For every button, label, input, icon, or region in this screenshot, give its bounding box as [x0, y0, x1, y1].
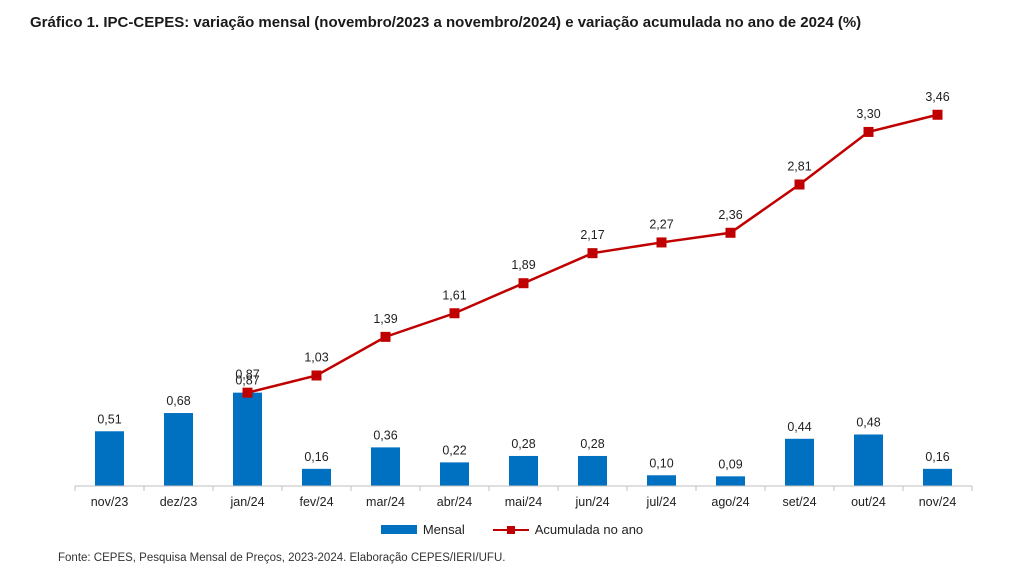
x-tick-label-nov-23: nov/23: [91, 495, 129, 509]
legend-item-mensal: Mensal: [380, 522, 465, 537]
x-tick-label-jan-24: jan/24: [229, 495, 264, 509]
bar-jul-24: [647, 475, 676, 486]
line-marker-jan-24: [242, 387, 253, 398]
bar-label-dez-23: 0,68: [166, 394, 190, 408]
x-tick-label-nov-24: nov/24: [919, 495, 957, 509]
line-label-set-24: 2,81: [787, 160, 811, 174]
line-label-mar-24: 1,39: [373, 312, 397, 326]
bar-out-24: [854, 434, 883, 486]
line-label-jun-24: 2,17: [580, 228, 604, 242]
line-marker-jul-24: [656, 237, 667, 248]
bar-label-nov-24: 0,16: [925, 450, 949, 464]
bar-dez-23: [164, 413, 193, 486]
bar-jun-24: [578, 455, 607, 486]
bar-ago-24: [716, 476, 745, 486]
chart-title: Gráfico 1. IPC-CEPES: variação mensal (n…: [30, 14, 862, 31]
bar-label-set-24: 0,44: [787, 420, 811, 434]
x-tick-label-jul-24: jul/24: [646, 495, 677, 509]
bar-abr-24: [440, 462, 469, 486]
line-marker-out-24: [863, 126, 874, 137]
x-tick-label-jun-24: jun/24: [574, 495, 609, 509]
line-label-nov-24: 3,46: [925, 90, 949, 104]
bar-label-jun-24: 0,28: [580, 437, 604, 451]
line-marker-nov-24: [932, 109, 943, 120]
line-marker-mar-24: [380, 331, 391, 342]
x-tick-label-fev-24: fev/24: [299, 495, 333, 509]
bar-label-mar-24: 0,36: [373, 428, 397, 442]
line-label-jan-24: 0,87: [235, 368, 259, 382]
legend-swatch-bar: [380, 525, 417, 534]
bar-label-jan-24: 0,87: [235, 374, 259, 388]
line-label-fev-24: 1,03: [304, 350, 328, 364]
bar-mar-24: [371, 447, 400, 486]
line-marker-mai-24: [518, 278, 529, 289]
bar-nov-23: [95, 431, 124, 486]
line-label-mai-24: 1,89: [511, 258, 535, 272]
line-label-out-24: 3,30: [856, 107, 880, 121]
line-label-ago-24: 2,36: [718, 208, 742, 222]
bar-label-mai-24: 0,28: [511, 437, 535, 451]
line-marker-set-24: [794, 179, 805, 190]
x-tick-label-abr-24: abr/24: [437, 495, 472, 509]
line-marker-abr-24: [449, 308, 460, 319]
bar-nov-24: [923, 468, 952, 486]
bar-label-abr-24: 0,22: [442, 443, 466, 457]
chart-canvas: nov/23 dez/23 jan/24 fev/24 mar/24 abr/24 mai/…: [74, 90, 973, 509]
bar-label-nov-23: 0,51: [97, 412, 121, 426]
line-marker-jun-24: [587, 248, 598, 259]
bar-label-fev-24: 0,16: [304, 450, 328, 464]
legend-swatch-line: [492, 524, 529, 536]
legend: Mensal Acumulada no ano: [0, 522, 1024, 537]
x-tick-label-mar-24: mar/24: [366, 495, 405, 509]
line-marker-fev-24: [311, 370, 322, 381]
bar-label-ago-24: 0,09: [718, 457, 742, 471]
x-tick-label-set-24: set/24: [782, 495, 816, 509]
bar-label-jul-24: 0,10: [649, 456, 673, 470]
bar-jan-24: [233, 392, 262, 486]
x-tick-label-out-24: out/24: [851, 495, 886, 509]
x-tick-label-mai-24: mai/24: [505, 495, 543, 509]
x-tick-label-dez-23: dez/23: [160, 495, 198, 509]
line-label-abr-24: 1,61: [442, 288, 466, 302]
bar-set-24: [785, 438, 814, 486]
legend-item-acumulada: Acumulada no ano: [492, 522, 644, 537]
legend-label-acumulada: Acumulada no ano: [534, 522, 644, 537]
legend-label-mensal: Mensal: [422, 522, 465, 537]
line-marker-ago-24: [725, 227, 736, 238]
bar-mai-24: [509, 455, 538, 486]
x-tick-label-ago-24: ago/24: [711, 495, 749, 509]
bar-label-out-24: 0,48: [856, 415, 880, 429]
source-note: Fonte: CEPES, Pesquisa Mensal de Preços,…: [58, 552, 506, 564]
line-label-jul-24: 2,27: [649, 217, 673, 231]
bar-fev-24: [302, 468, 331, 486]
